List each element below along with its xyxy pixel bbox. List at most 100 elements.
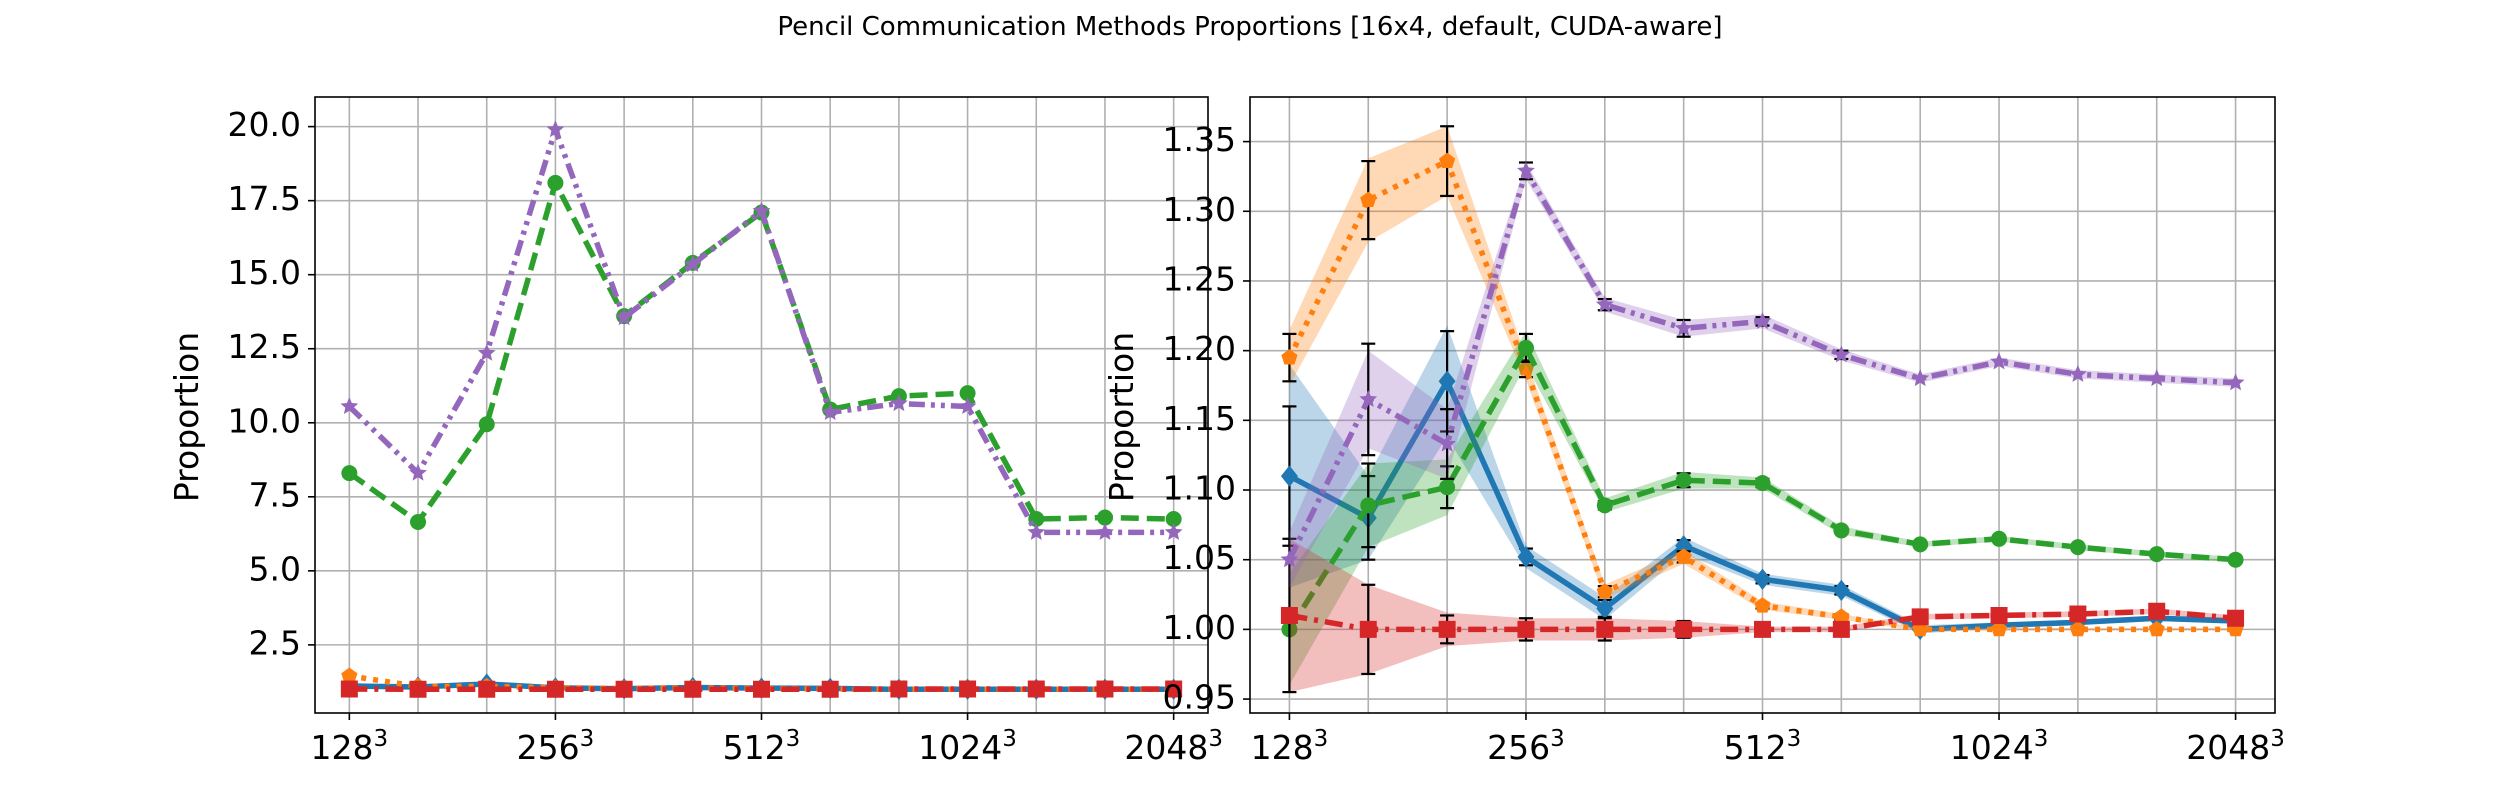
data-point (1164, 522, 1183, 540)
data-point (341, 667, 358, 683)
data-point (1911, 369, 1930, 387)
data-point (959, 680, 977, 698)
y-tick-label: 7.5 (249, 475, 301, 514)
data-point (959, 385, 976, 402)
data-point (1990, 606, 2008, 624)
data-point (340, 680, 358, 698)
data-point (1596, 497, 1613, 514)
data-point (1675, 472, 1692, 489)
data-point (1280, 606, 1298, 624)
data-point (1832, 345, 1851, 363)
series-green (1281, 331, 2244, 686)
data-point (2227, 609, 2245, 627)
x-tick-label: 20483 (2186, 726, 2285, 767)
data-point (340, 397, 359, 415)
data-point (2226, 373, 2245, 391)
data-point (1833, 522, 1850, 539)
series-purple (1280, 161, 2245, 588)
data-point (2068, 364, 2087, 382)
data-point (1165, 511, 1182, 528)
y-tick-label: 0.95 (1163, 678, 1236, 717)
data-point (821, 403, 840, 420)
data-point (1754, 597, 1771, 613)
data-point (1675, 620, 1693, 638)
data-point (1280, 550, 1299, 568)
data-point (1832, 579, 1850, 601)
data-point (889, 394, 908, 412)
data-point (409, 680, 427, 698)
y-tick-label: 1.20 (1163, 329, 1236, 368)
data-point (1991, 530, 2008, 547)
y-tick-label: 15.0 (228, 253, 301, 292)
data-point (2147, 369, 2166, 387)
data-point (753, 680, 770, 698)
data-point (1517, 360, 1535, 376)
data-point (1754, 568, 1771, 590)
data-point (1990, 352, 2008, 370)
data-point (2148, 546, 2165, 563)
data-point (1165, 680, 1183, 698)
data-point (2069, 620, 2086, 637)
y-tick-label: 20.0 (228, 105, 301, 144)
data-point (546, 120, 565, 138)
x-tick-label: 10243 (918, 726, 1017, 767)
data-point (2227, 551, 2244, 568)
data-point (1280, 465, 1298, 487)
confidence-band-orange (1289, 126, 2236, 631)
y-tick-label: 1.05 (1163, 538, 1236, 577)
right-chart-panel: 0.95 1.00 1.05 1.10 1.15 1.20 1.25 1.30 1.35 1283… (1102, 96, 2285, 767)
data-point (1027, 522, 1046, 540)
data-point (1360, 497, 1377, 514)
data-point (2148, 602, 2166, 620)
data-point (2069, 539, 2086, 556)
data-point (1360, 191, 1377, 208)
data-point (684, 680, 702, 698)
data-point (1754, 620, 1771, 638)
data-point (1912, 536, 1929, 553)
data-point (2069, 605, 2087, 623)
series-purple (340, 120, 1183, 540)
data-point (1596, 583, 1613, 599)
data-point (1517, 339, 1534, 356)
y-tick-label: 1.10 (1163, 469, 1236, 508)
data-point (958, 397, 977, 415)
series-red (340, 680, 1183, 698)
x-tick-label: 1283 (1251, 726, 1329, 767)
y-tick-label: 2.5 (249, 623, 301, 662)
figure-title: Pencil Communication Methods Proportions… (777, 12, 1723, 42)
data-point (410, 513, 427, 530)
data-point (1438, 620, 1456, 638)
x-tick-label: 5123 (1724, 726, 1802, 767)
series-red (1280, 537, 2245, 694)
data-point (752, 201, 771, 219)
data-point (1439, 479, 1456, 496)
data-point (615, 308, 634, 326)
y-tick-label: 1.35 (1163, 120, 1236, 159)
data-point (1096, 680, 1114, 698)
data-point (1990, 620, 2008, 637)
plot-frame (314, 96, 1209, 714)
data-point (1833, 608, 1850, 624)
data-point (890, 680, 908, 698)
y-tick-label: 1.00 (1163, 608, 1236, 647)
data-point (1517, 620, 1535, 638)
y-tick-label: 17.5 (228, 179, 301, 218)
data-point (2148, 620, 2165, 637)
y-tick-label: 1.30 (1163, 190, 1236, 229)
data-point (478, 416, 495, 433)
x-tick-label: 5123 (723, 726, 801, 767)
data-point (1754, 475, 1771, 492)
left-chart-panel: 2.5 5.0 7.5 10.0 12.5 15.0 17.5 20.0 1283 2563 512… (167, 96, 1223, 767)
data-point (1096, 522, 1114, 540)
data-point (1832, 620, 1850, 638)
y-tick-label: 12.5 (228, 327, 301, 366)
data-point (547, 174, 564, 191)
data-point (477, 343, 496, 361)
data-point (821, 680, 839, 698)
data-point (478, 680, 496, 698)
y-axis-label: Proportion (167, 332, 206, 502)
data-point (1517, 161, 1535, 179)
data-point (1359, 390, 1378, 407)
data-point (1359, 620, 1377, 638)
